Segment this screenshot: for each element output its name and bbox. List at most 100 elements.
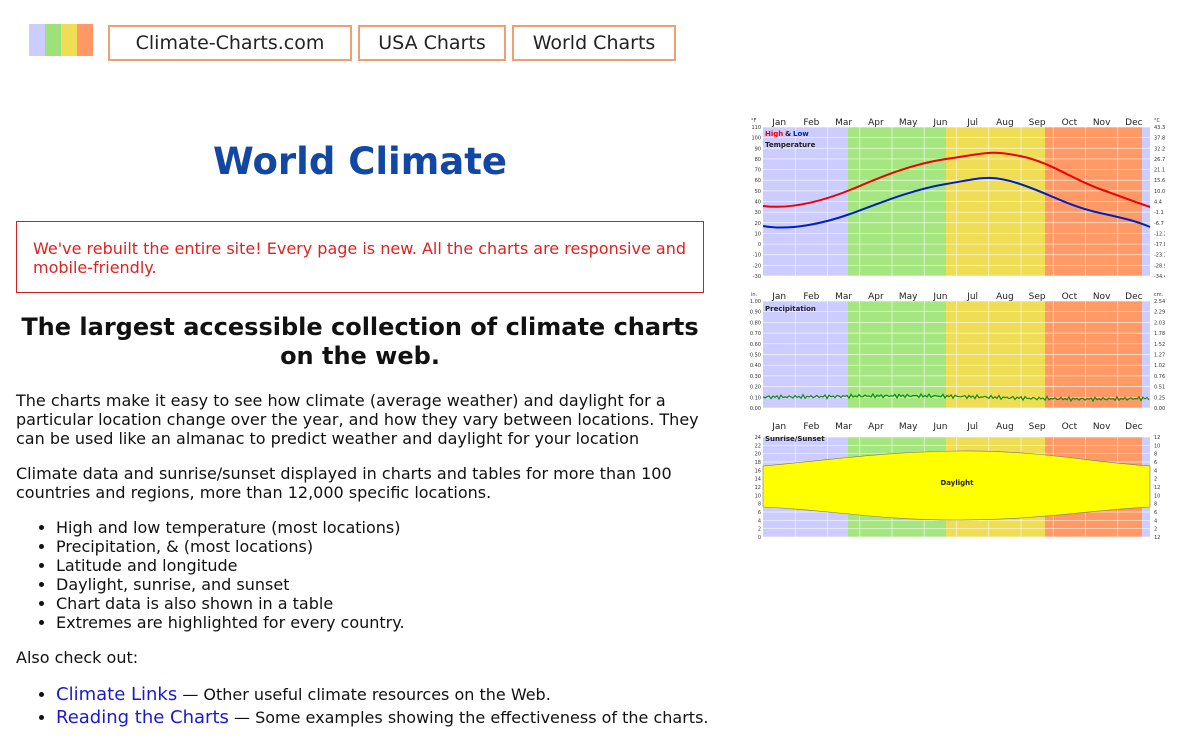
legend-amp: & [785, 130, 791, 138]
feature: High and low temperature (most locations… [56, 518, 716, 537]
month-label: Dec [1125, 422, 1142, 432]
y2-tick-label: 6 [1154, 510, 1157, 516]
y2-tick-label: 21.1 [1154, 168, 1165, 174]
axis-unit: °C [1154, 118, 1161, 124]
month-label: Mar [835, 292, 852, 302]
month-label: Jun [932, 422, 947, 432]
month-label: Apr [868, 292, 884, 302]
y-tick-label: 16 [755, 468, 761, 474]
y2-tick-label: -12.2 [1154, 231, 1165, 237]
precip-line [762, 392, 1150, 403]
low-curve [762, 176, 1151, 229]
y2-tick-label: 43.3 [1154, 125, 1165, 131]
axis-unit: °F [751, 118, 757, 124]
month-label: Oct [1062, 422, 1078, 432]
month-label: Sep [1029, 292, 1046, 302]
month-label: Aug [996, 422, 1014, 432]
logo-block [61, 24, 77, 56]
y-tick-label: 0.30 [750, 374, 761, 380]
y-tick-label: 20 [755, 452, 761, 458]
y2-tick-label: 2 [1154, 477, 1157, 483]
month-label: Jul [966, 422, 978, 432]
y-tick-label: 30 [755, 210, 761, 216]
y-tick-label: 14 [755, 477, 761, 483]
notice: We've rebuilt the entire site! Every pag… [16, 221, 704, 293]
y-tick-label: -10 [753, 253, 761, 259]
y-tick-label: 0.10 [750, 395, 761, 401]
y-tick-label: 6 [758, 510, 761, 516]
daylight-area [762, 450, 1151, 521]
month-label: Mar [835, 422, 852, 432]
panel-label: Precipitation [765, 305, 816, 313]
logo-block [29, 24, 45, 56]
y2-tick-label: 15.6 [1154, 178, 1165, 184]
y2-tick-label: 4 [1154, 468, 1157, 474]
nav-button[interactable]: USA Charts [358, 25, 506, 61]
y2-tick-label: -28.9 [1154, 263, 1165, 269]
link[interactable]: Reading the Charts [56, 707, 229, 728]
month-label: Feb [803, 422, 819, 432]
month-label: Apr [868, 422, 884, 432]
month-label: Oct [1062, 292, 1078, 302]
y-tick-label: 8 [758, 502, 761, 508]
y2-tick-label: 8 [1154, 452, 1157, 458]
y-tick-label: 110 [751, 125, 761, 131]
month-label: Feb [803, 292, 819, 302]
y2-tick-label: 10 [1154, 493, 1160, 499]
link[interactable]: Climate Links [56, 684, 178, 705]
month-label: Sep [1029, 422, 1046, 432]
feature: Precipitation, & (most locations) [56, 537, 716, 556]
y-tick-label: 0 [758, 535, 761, 541]
y2-tick-label: 0.76 [1154, 374, 1165, 380]
y2-tick-label: 1.27 [1154, 353, 1165, 359]
climate-chart: Jan Feb Mar Apr May Jun Jul Aug Sep Oct Nov Dec 110 1… [750, 118, 1165, 541]
month-label: Feb [803, 118, 819, 128]
link-item: Reading the Charts — Some examples showi… [56, 706, 716, 729]
y-tick-label: 0 [758, 242, 761, 248]
paragraph: Climate data and sunrise/sunset displaye… [16, 464, 672, 502]
y2-tick-label: 10.0 [1154, 189, 1165, 195]
month-label: Jan [771, 118, 786, 128]
feature: Chart data is also shown in a table [56, 594, 716, 613]
y2-tick-label: -6.7 [1154, 221, 1164, 227]
y-tick-label: 10 [755, 231, 761, 237]
feature: Latitude and longitude [56, 556, 716, 575]
month-label: Nov [1093, 422, 1111, 432]
axis-unit: cm. [1154, 292, 1164, 298]
nav-button[interactable]: Climate-Charts.com [108, 25, 352, 61]
y-tick-label: 20 [755, 221, 761, 227]
y2-tick-label: -34.4 [1154, 274, 1165, 280]
nav-button[interactable]: World Charts [512, 25, 676, 61]
paragraph: The charts make it easy to see how clima… [16, 391, 699, 448]
y2-tick-label: 12 [1154, 485, 1160, 491]
high-curve [762, 151, 1151, 208]
y2-tick-label: 12 [1154, 535, 1160, 541]
y2-tick-label: 4.4 [1154, 200, 1162, 206]
legend-low: Low [793, 130, 809, 138]
month-label: May [899, 118, 918, 128]
panel-label: Sunrise/Sunset [765, 435, 825, 443]
daylight-label: Daylight [940, 479, 974, 487]
month-label: May [899, 422, 918, 432]
month-label: Mar [835, 118, 852, 128]
month-label: Aug [996, 118, 1014, 128]
y2-tick-label: 1.52 [1154, 342, 1165, 348]
month-label: Dec [1125, 118, 1142, 128]
logo[interactable] [29, 24, 93, 56]
y2-tick-label: 0.25 [1154, 395, 1165, 401]
y-tick-label: 70 [755, 168, 761, 174]
y2-tick-label: 2.03 [1154, 320, 1165, 326]
link-item: Climate Links — Other useful climate res… [56, 683, 716, 706]
y-tick-label: 18 [755, 460, 761, 466]
y2-tick-label: -1.1 [1154, 210, 1164, 216]
y2-tick-label: 6 [1154, 460, 1157, 466]
heading: The largest accessible collection of cli… [21, 313, 699, 370]
feature-list: High and low temperature (most locations… [16, 518, 716, 632]
month-label: Sep [1029, 118, 1046, 128]
y-tick-label: 1.00 [750, 299, 761, 305]
y2-tick-label: 26.7 [1154, 157, 1165, 163]
y2-tick-label: 0.51 [1154, 385, 1165, 391]
month-label: Aug [996, 292, 1014, 302]
y-tick-label: 100 [751, 136, 761, 142]
